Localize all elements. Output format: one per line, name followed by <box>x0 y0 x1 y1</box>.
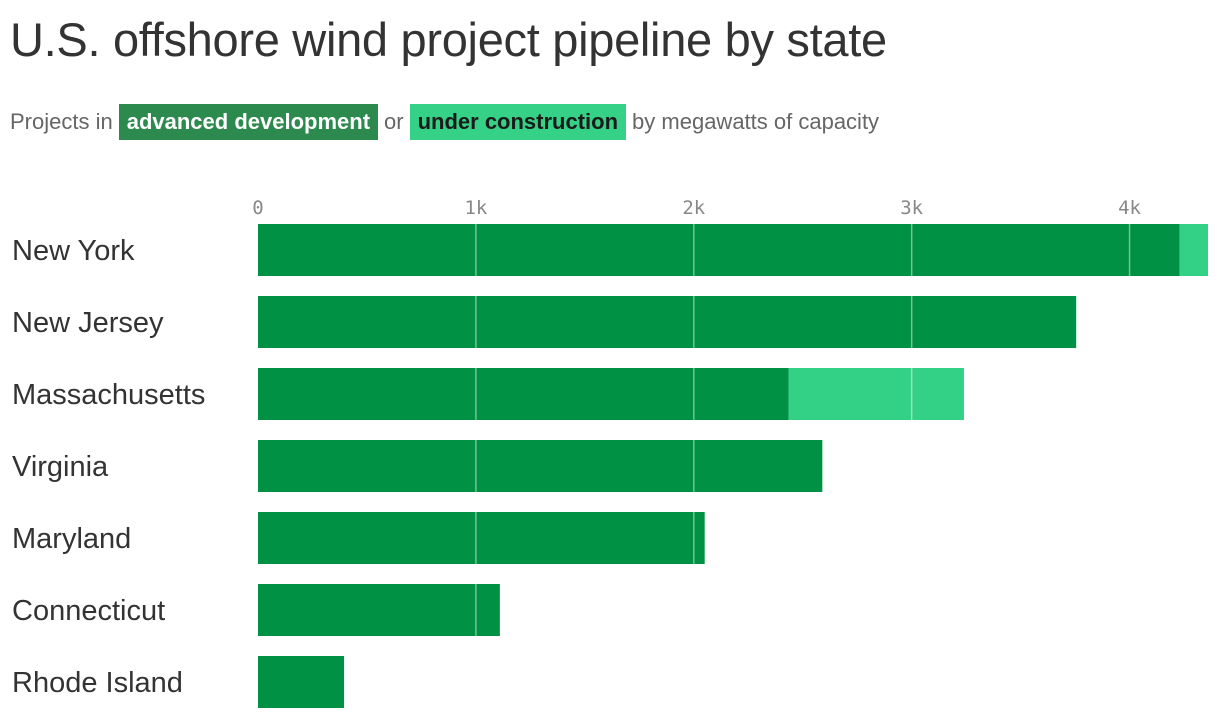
legend-under-construction: under construction <box>409 104 627 140</box>
x-tick-label: 1k <box>464 197 487 219</box>
x-tick-label: 4k <box>1118 197 1141 219</box>
category-labels: New York New Jersey Massachusetts Virginia M… <box>12 235 205 699</box>
bars <box>258 224 1208 708</box>
bar-virginia-advanced-development <box>258 440 823 492</box>
bar-massachusetts-under-construction <box>788 368 964 420</box>
chart-title: U.S. offshore wind project pipeline by s… <box>10 13 887 66</box>
category-label: New Jersey <box>12 307 164 339</box>
gridlines <box>475 224 1131 636</box>
bar-new-jersey-advanced-development <box>258 296 1077 348</box>
chart-subtitle: Projects in advanced development or unde… <box>10 103 879 141</box>
category-label: Massachusetts <box>12 379 205 411</box>
subtitle-middle: or <box>384 109 404 134</box>
x-tick-label: 2k <box>682 197 705 219</box>
legend-advanced-development: advanced development <box>118 104 379 140</box>
category-label: Maryland <box>12 523 131 555</box>
bar-connecticut-advanced-development <box>258 584 500 636</box>
x-tick-label: 3k <box>900 197 923 219</box>
bar-maryland-advanced-development <box>258 512 705 564</box>
category-label: Connecticut <box>12 595 165 627</box>
bar-rhode-island-advanced-development <box>258 656 345 708</box>
x-tick-label: 0 <box>252 197 263 219</box>
bar-massachusetts-advanced-development <box>258 368 789 420</box>
category-label: Rhode Island <box>12 667 183 699</box>
bar-new-york-advanced-development <box>258 224 1180 276</box>
subtitle-prefix: Projects in <box>10 109 113 134</box>
bar-new-york-under-construction <box>1179 224 1208 276</box>
subtitle-suffix: by megawatts of capacity <box>632 109 880 134</box>
x-axis-ticks: 0 1k 2k 3k 4k <box>252 197 1141 219</box>
category-label: Virginia <box>12 451 109 483</box>
category-label: New York <box>12 235 135 267</box>
